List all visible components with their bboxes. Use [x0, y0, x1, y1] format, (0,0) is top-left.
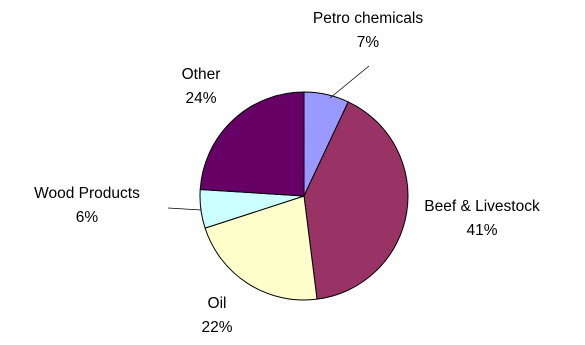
slice-label-wood-products: Wood Products: [34, 185, 140, 202]
leader-line-petro-chemicals: [329, 65, 370, 99]
slice-labels: Petro chemicals 7% Beef & Livestock 41% Oil 2…: [34, 10, 540, 336]
slice-percent-petro-chemicals: 7%: [357, 34, 380, 51]
slice-label-oil: Oil: [208, 295, 227, 312]
leader-line-wood-products: [167, 207, 202, 211]
slice-percent-oil: 22%: [201, 319, 232, 336]
pie-slice-beef-livestock: [303, 101, 409, 300]
slice-percent-other: 24%: [185, 90, 216, 107]
slice-label-petro-chemicals: Petro chemicals: [313, 10, 424, 27]
pie-slices: [199, 91, 409, 301]
pie-slice-oil: [204, 195, 318, 301]
leader-lines: [167, 65, 370, 211]
slice-label-other: Other: [182, 66, 221, 83]
slice-label-beef-livestock: Beef & Livestock: [424, 198, 540, 215]
slice-percent-beef-livestock: 41%: [466, 222, 497, 239]
pie-slice-other: [199, 91, 305, 197]
slice-percent-wood-products: 6%: [76, 209, 99, 226]
